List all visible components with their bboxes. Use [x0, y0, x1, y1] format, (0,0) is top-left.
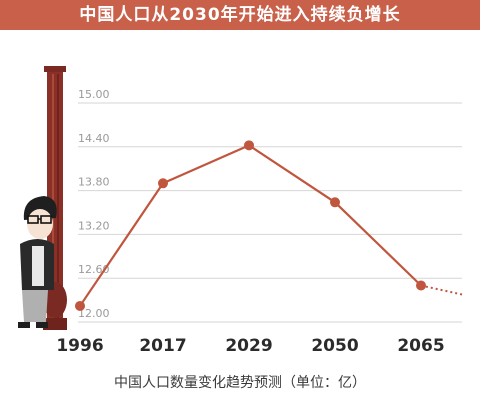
chart-subtitle: 中国人口数量变化趋势预测（单位：亿）	[114, 375, 366, 391]
series-line	[79, 144, 422, 307]
data-point	[75, 300, 85, 311]
lamp-post-illustration	[43, 66, 67, 330]
y-tick-label: 12.00	[78, 307, 110, 320]
x-tick-label: 2017	[139, 336, 186, 356]
x-tick-labels: 1996 2017 2029 2050 2065	[56, 336, 444, 356]
y-tick-label: 13.80	[78, 176, 110, 189]
series-population	[75, 140, 463, 311]
x-tick-label: 2050	[311, 336, 358, 356]
x-tick-label: 2065	[397, 336, 444, 356]
trend-dotted-line	[420, 284, 463, 296]
x-tick-label: 1996	[56, 336, 103, 356]
y-tick-label: 13.20	[78, 219, 110, 232]
data-point	[158, 178, 168, 189]
y-tick-label: 14.40	[78, 132, 110, 145]
gridlines	[78, 102, 462, 323]
cartoon-person-illustration	[18, 196, 57, 328]
data-point	[330, 197, 340, 208]
x-tick-label: 2029	[225, 336, 272, 356]
y-tick-label: 15.00	[78, 88, 110, 101]
data-point	[416, 280, 426, 291]
data-point	[244, 140, 254, 151]
chart-title: 中国人口从2030年开始进入持续负增长	[0, 0, 480, 30]
